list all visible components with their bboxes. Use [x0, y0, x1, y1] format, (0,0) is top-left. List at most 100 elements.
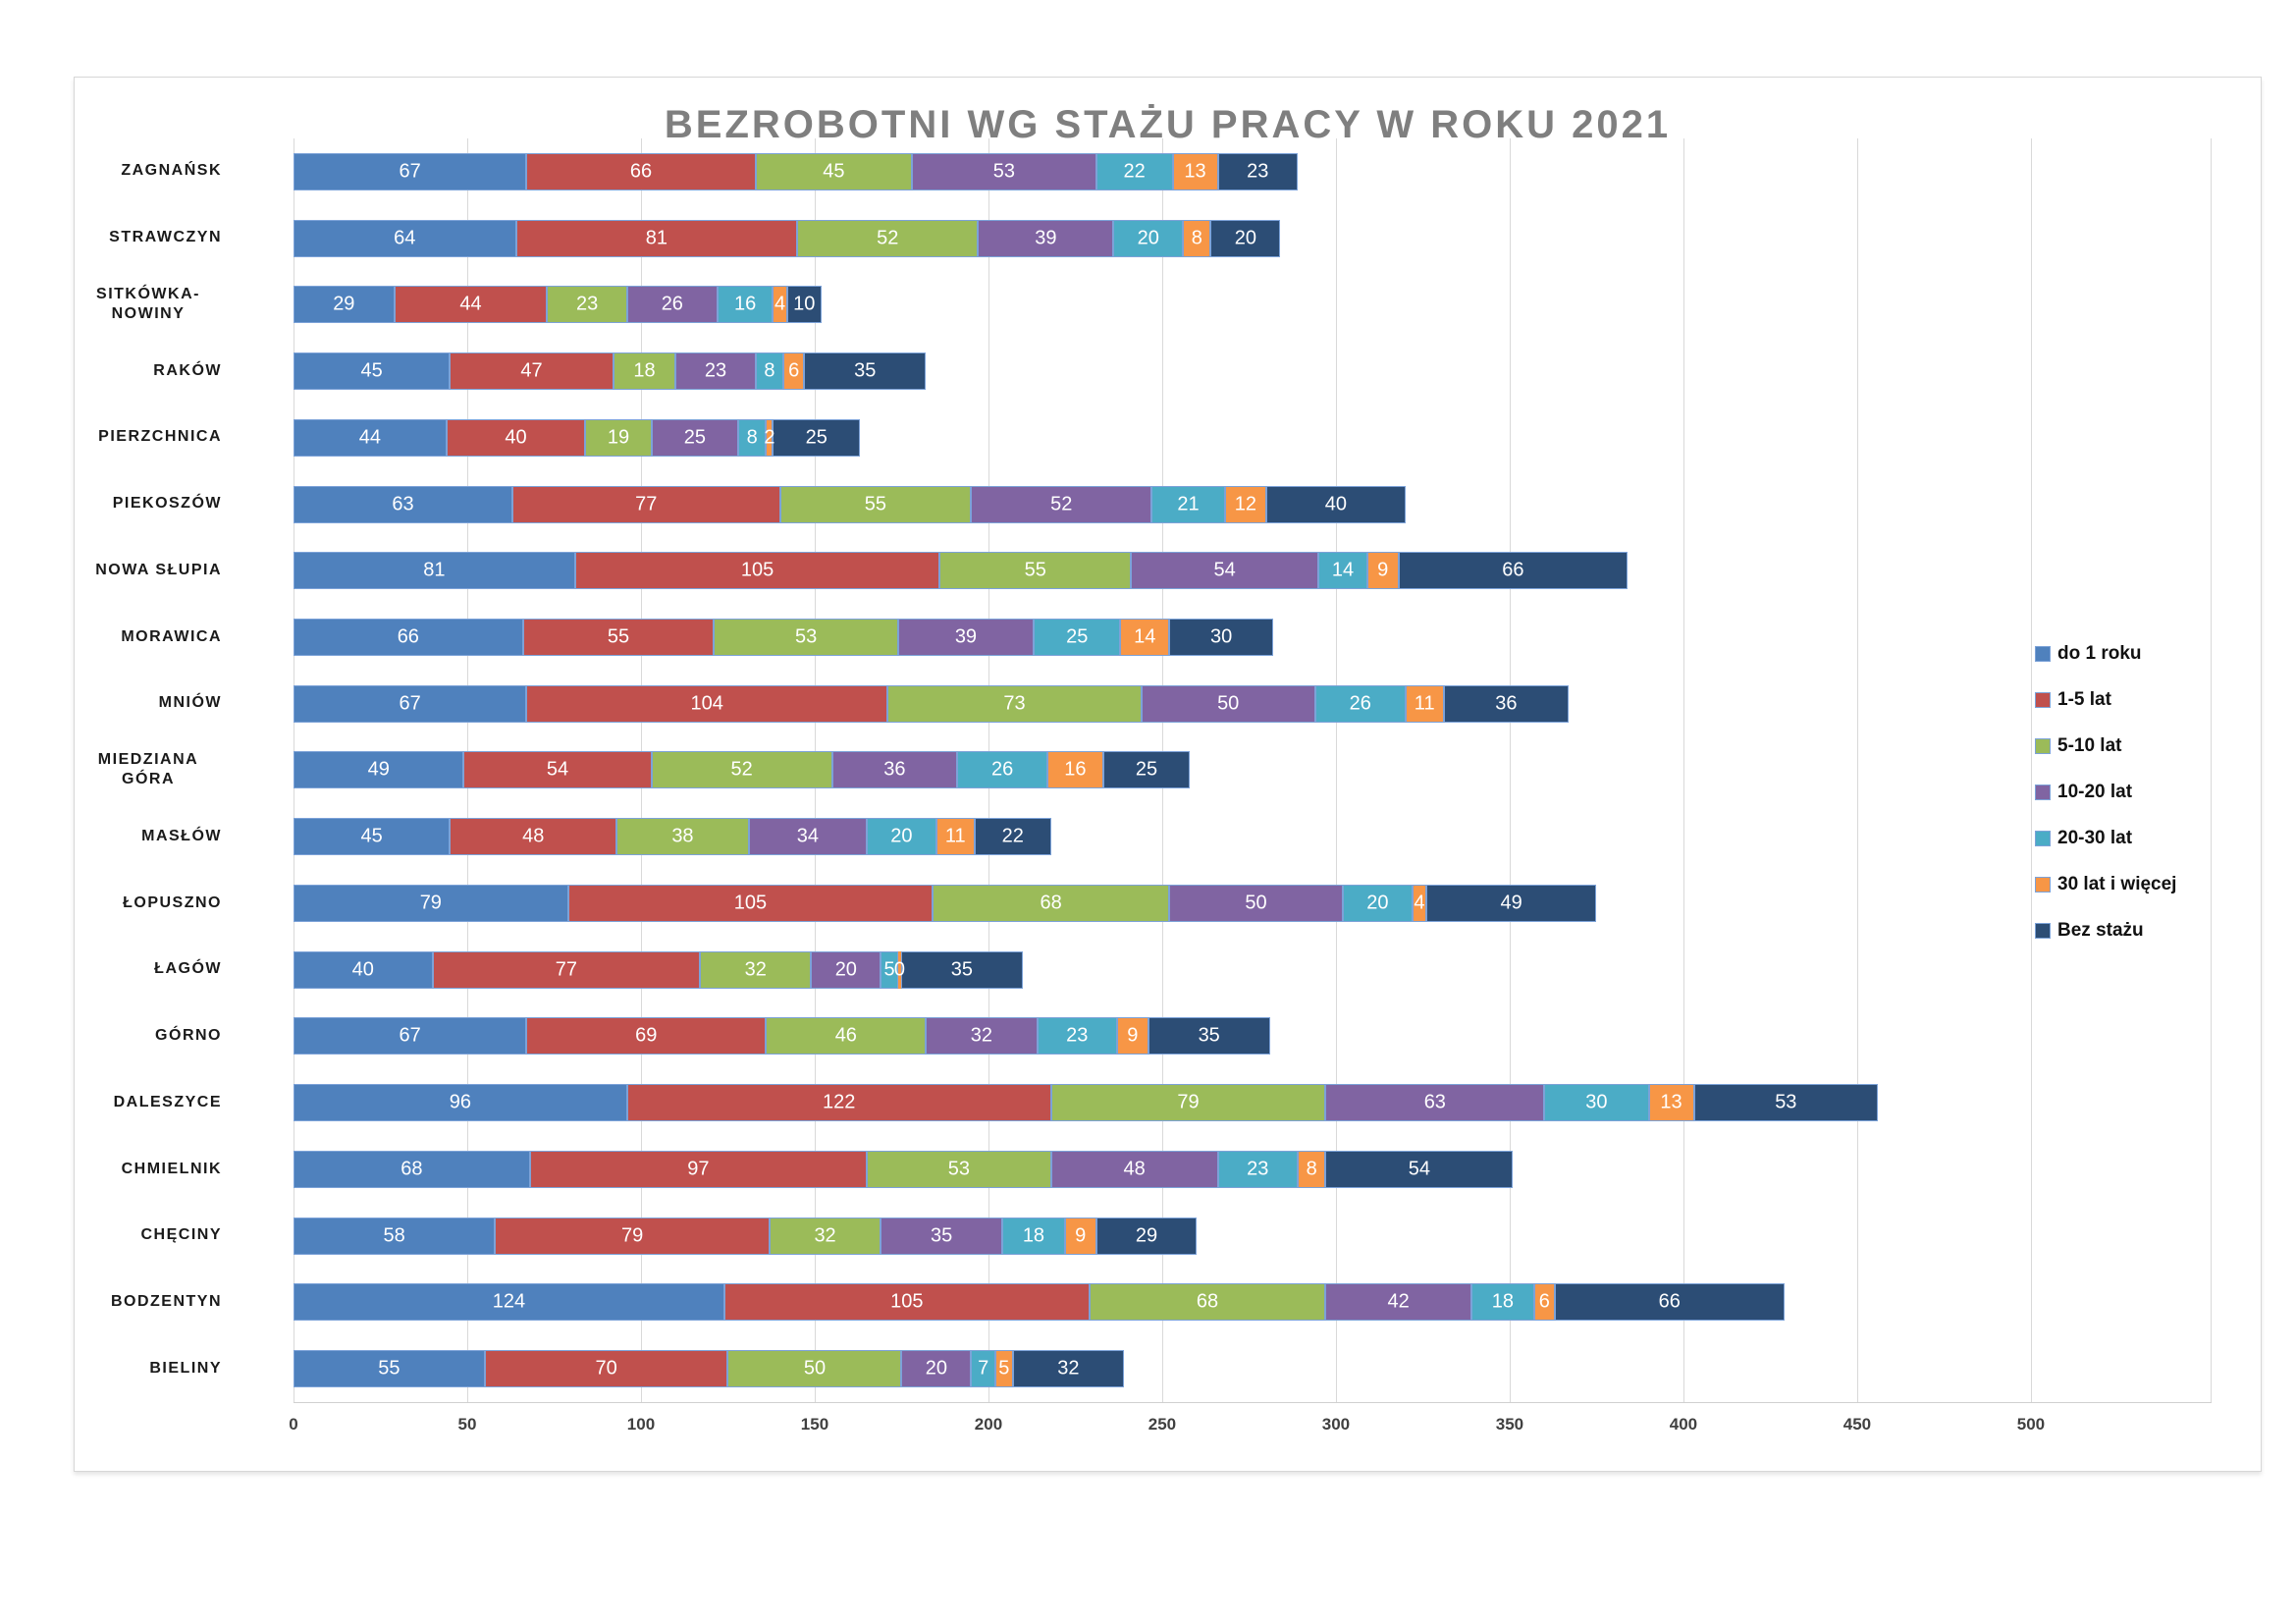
segment-value-label: 67	[399, 1024, 421, 1047]
segment-value-label: 67	[399, 160, 421, 183]
segment-value-label: 19	[607, 426, 630, 449]
bar-segment-10-20-lat: 26	[626, 286, 718, 324]
x-tick-label: 200	[974, 1415, 1003, 1434]
bar-segment-5-10-lat: 68	[933, 884, 1170, 922]
segment-value-label: 11	[1414, 692, 1435, 715]
bar-row: ŁOPUSZNO 79 105 68 50 20 4 49	[123, 870, 2212, 937]
bar-segment-do-1-roku: 81	[294, 552, 575, 590]
segment-value-label: 67	[399, 692, 421, 715]
legend-item: do 1 roku	[2035, 643, 2176, 665]
segment-value-label: 29	[1135, 1224, 1158, 1247]
stacked-bar: 96 122 79 63 30 13 53	[294, 1084, 2212, 1122]
stacked-bar: 68 97 53 48 23 8 54	[294, 1150, 2212, 1188]
bar-row: SITKÓWKA-NOWINY 29 44 23 26 16 4 10	[96, 271, 2212, 338]
segment-value-label: 26	[990, 758, 1014, 781]
bar-segment-5-10-lat: 52	[797, 219, 979, 257]
segment-value-label: 36	[1495, 692, 1518, 715]
stacked-bar: 44 40 19 25 8 2 25	[294, 418, 2212, 457]
bar-segment-5-10-lat: 50	[727, 1350, 902, 1388]
bar-segment-10-20-lat: 50	[1141, 684, 1315, 723]
segment-value-label: 30	[1209, 625, 1233, 648]
segment-value-label: 44	[459, 293, 482, 315]
bar-segment-do-1-roku: 44	[294, 418, 447, 457]
category-label-text: NOWA SŁUPIA	[95, 561, 222, 578]
segment-value-label: 53	[992, 160, 1015, 183]
segment-value-label: 4	[1414, 892, 1425, 914]
segment-value-label: 18	[1022, 1224, 1045, 1247]
segment-value-label: 39	[954, 625, 978, 648]
bar-segment-do-1-roku: 67	[294, 1017, 527, 1056]
x-tick-label: 150	[800, 1415, 829, 1434]
bar-segment-5-10-lat: 32	[769, 1217, 881, 1255]
segment-value-label: 8	[764, 359, 775, 382]
segment-value-label: 8	[746, 426, 758, 449]
category-label: PIERZCHNICA	[75, 405, 222, 471]
bar-segment-5-10-lat: 19	[585, 418, 652, 457]
bar-segment-30-lat-i-więcej: 14	[1120, 619, 1169, 657]
segment-value-label: 21	[1177, 493, 1200, 515]
segment-value-label: 35	[931, 1224, 953, 1247]
segment-value-label: 5	[883, 958, 895, 981]
bar-row: CHMIELNIK 68 97 53 48 23 8 54	[122, 1136, 2212, 1203]
segment-value-label: 48	[522, 825, 545, 847]
segment-value-label: 14	[1331, 559, 1355, 581]
segment-value-label: 23	[1247, 160, 1269, 183]
segment-value-label: 35	[1198, 1024, 1220, 1047]
category-label: BODZENTYN	[75, 1270, 222, 1336]
bar-row: MNIÓW 67 104 73 50 26 11 36	[159, 671, 2212, 737]
segment-value-label: 52	[730, 758, 753, 781]
bar-segment-20-30-lat: 25	[1033, 619, 1121, 657]
bar-segment-1-5-lat: 97	[529, 1150, 868, 1188]
bar-segment-20-30-lat: 7	[971, 1350, 996, 1388]
plot-right-border	[2211, 138, 2212, 1402]
bar-segment-5-10-lat: 73	[887, 684, 1142, 723]
bar-segment-bez-stażu: 66	[1554, 1283, 1785, 1322]
bar-row: PIEKOSZÓW 63 77 55 52 21 12 40	[113, 471, 2212, 538]
bar-segment-20-30-lat: 14	[1318, 552, 1367, 590]
category-label: ŁAGÓW	[75, 937, 222, 1003]
bar-segment-do-1-roku: 67	[294, 152, 527, 190]
bar-segment-10-20-lat: 54	[1131, 552, 1319, 590]
bar-segment-1-5-lat: 81	[515, 219, 798, 257]
bar-segment-1-5-lat: 54	[463, 751, 652, 789]
category-label-text: CHĘCINY	[140, 1226, 222, 1244]
x-tick-label: 250	[1148, 1415, 1177, 1434]
bar-segment-1-5-lat: 44	[394, 286, 548, 324]
bar-segment-1-5-lat: 47	[450, 352, 614, 391]
chart-legend: do 1 roku 1-5 lat 5-10 lat 10-20 lat 20-30 l…	[2035, 643, 2176, 942]
segment-value-label: 20	[925, 1357, 947, 1380]
bar-segment-bez-stażu: 66	[1398, 552, 1629, 590]
bar-segment-30-lat-i-więcej: 16	[1047, 751, 1103, 789]
stacked-bar: 67 69 46 32 23 9 35	[294, 1017, 2212, 1056]
segment-value-label: 68	[400, 1158, 423, 1180]
category-label: BIELINY	[75, 1335, 222, 1402]
segment-value-label: 52	[877, 227, 899, 249]
category-label: PIEKOSZÓW	[75, 471, 222, 538]
bar-segment-bez-stażu: 30	[1169, 619, 1274, 657]
bar-segment-5-10-lat: 68	[1089, 1283, 1326, 1322]
category-label-text: MNIÓW	[158, 694, 222, 712]
bar-segment-1-5-lat: 77	[512, 485, 780, 523]
legend-label: 20-30 lat	[2057, 828, 2133, 848]
bar-segment-20-30-lat: 8	[738, 418, 767, 457]
bar-segment-10-20-lat: 39	[978, 219, 1114, 257]
bar-segment-20-30-lat: 18	[1002, 1217, 1065, 1255]
gridline	[1682, 138, 1684, 1402]
stacked-bar: 64 81 52 39 20 8 20	[294, 219, 2212, 257]
bar-segment-do-1-roku: 40	[294, 950, 433, 989]
legend-label: 5-10 lat	[2057, 735, 2122, 756]
segment-value-label: 32	[1057, 1357, 1080, 1380]
bar-segment-20-30-lat: 20	[1113, 219, 1184, 257]
bar-segment-bez-stażu: 35	[1148, 1017, 1270, 1056]
bar-segment-5-10-lat: 46	[766, 1017, 927, 1056]
segment-value-label: 18	[1491, 1290, 1514, 1313]
category-label: MIEDZIANA GÓRA	[75, 737, 222, 804]
category-label-text: STRAWCZYN	[109, 229, 222, 246]
bar-segment-5-10-lat: 23	[547, 286, 627, 324]
segment-value-label: 50	[1245, 892, 1267, 914]
bar-row: STRAWCZYN 64 81 52 39 20 8 20	[109, 205, 2212, 272]
bar-segment-30-lat-i-więcej: 0	[894, 950, 905, 989]
bar-segment-5-10-lat: 53	[714, 619, 898, 657]
x-tick-label: 0	[289, 1415, 298, 1434]
legend-item: 30 lat i więcej	[2035, 874, 2176, 895]
